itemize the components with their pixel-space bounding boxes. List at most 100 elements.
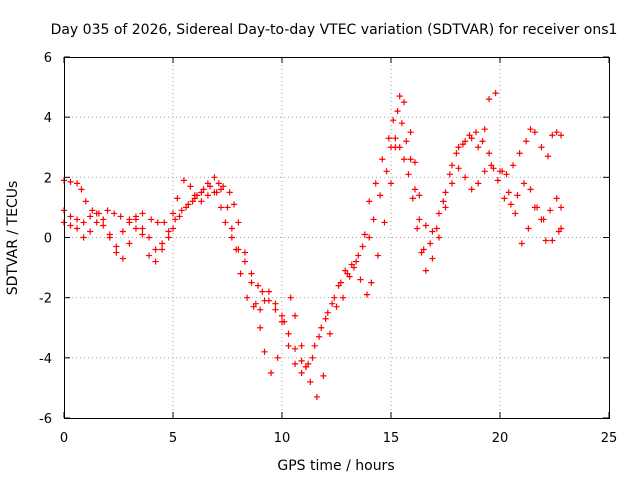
- data-point: [468, 135, 475, 142]
- data-point: [259, 288, 266, 295]
- data-point: [462, 138, 469, 145]
- data-point: [462, 174, 469, 181]
- data-point: [139, 225, 146, 232]
- data-point: [287, 294, 294, 301]
- data-point: [111, 210, 118, 217]
- data-point: [204, 180, 211, 187]
- data-point: [507, 201, 514, 208]
- data-point: [274, 354, 281, 361]
- data-point: [272, 300, 279, 307]
- data-point: [106, 234, 113, 241]
- data-point: [427, 240, 434, 247]
- data-point: [80, 234, 87, 241]
- data-point: [366, 198, 373, 205]
- data-point: [67, 178, 74, 185]
- data-point: [228, 234, 235, 241]
- data-point: [538, 144, 545, 151]
- data-point: [468, 186, 475, 193]
- data-point: [429, 255, 436, 262]
- data-point: [278, 318, 286, 325]
- data-point: [117, 213, 124, 220]
- data-point: [104, 207, 111, 214]
- data-point: [268, 369, 275, 376]
- data-point: [187, 183, 194, 190]
- data-marks: [60, 90, 565, 401]
- data-point: [87, 228, 94, 235]
- data-point: [479, 138, 486, 145]
- data-point: [472, 129, 480, 136]
- data-point: [215, 180, 222, 187]
- x-tick-label: 0: [60, 431, 68, 446]
- data-point: [329, 300, 336, 307]
- x-tick-label: 10: [274, 431, 291, 446]
- data-point: [331, 294, 338, 301]
- data-point: [265, 288, 273, 295]
- data-point: [322, 315, 329, 322]
- data-point: [145, 252, 153, 259]
- data-point: [226, 189, 233, 196]
- data-point: [126, 219, 133, 226]
- data-point: [505, 189, 512, 196]
- data-point: [411, 186, 419, 193]
- data-point: [93, 210, 100, 217]
- x-axis-label: GPS time / hours: [277, 458, 394, 474]
- data-point: [363, 291, 371, 298]
- data-point: [416, 216, 423, 223]
- y-tick-label: 4: [44, 111, 52, 126]
- data-point: [407, 129, 414, 136]
- data-point: [398, 120, 405, 127]
- data-point: [261, 297, 268, 304]
- data-point: [285, 330, 292, 337]
- data-point: [230, 201, 238, 208]
- data-point: [353, 258, 360, 265]
- data-point: [320, 372, 327, 379]
- gridlines: [64, 57, 609, 418]
- data-point: [307, 378, 314, 385]
- data-point: [204, 192, 211, 199]
- data-point: [475, 144, 482, 151]
- data-point: [298, 369, 305, 376]
- data-point: [448, 162, 456, 169]
- data-point: [233, 246, 240, 253]
- chart-title: Day 035 of 2026, Sidereal Day-to-day VTE…: [51, 22, 618, 38]
- x-tick-label: 15: [383, 431, 400, 446]
- data-point: [87, 213, 94, 220]
- data-point: [261, 348, 268, 355]
- data-point: [416, 192, 423, 199]
- data-point: [285, 342, 292, 349]
- data-point: [435, 234, 443, 241]
- data-point: [126, 240, 133, 247]
- y-tick-label: 2: [44, 171, 52, 186]
- data-point: [516, 150, 523, 157]
- data-point: [235, 219, 242, 226]
- data-point: [509, 162, 517, 169]
- data-point: [291, 345, 299, 352]
- y-tick-label: -6: [39, 412, 52, 427]
- data-point: [501, 195, 508, 202]
- x-tick-label: 5: [169, 431, 177, 446]
- data-point: [272, 306, 279, 313]
- data-point: [553, 129, 560, 136]
- data-point: [291, 360, 299, 367]
- data-point: [350, 264, 358, 271]
- data-point: [222, 219, 229, 226]
- x-tick-label: 25: [601, 431, 618, 446]
- data-point: [169, 210, 177, 217]
- data-point: [385, 135, 392, 142]
- data-point: [198, 189, 205, 196]
- data-point: [298, 342, 305, 349]
- data-point: [409, 195, 416, 202]
- data-point: [557, 204, 565, 211]
- data-point: [440, 198, 447, 205]
- data-point: [455, 144, 462, 151]
- data-point: [400, 156, 408, 163]
- data-point: [422, 222, 429, 229]
- data-point: [557, 132, 565, 139]
- data-point: [132, 225, 140, 232]
- data-point: [119, 255, 126, 262]
- y-axis-label: SDTVAR / TECUs: [5, 181, 21, 296]
- data-point: [113, 243, 120, 250]
- data-point: [549, 237, 556, 244]
- data-point: [525, 225, 532, 232]
